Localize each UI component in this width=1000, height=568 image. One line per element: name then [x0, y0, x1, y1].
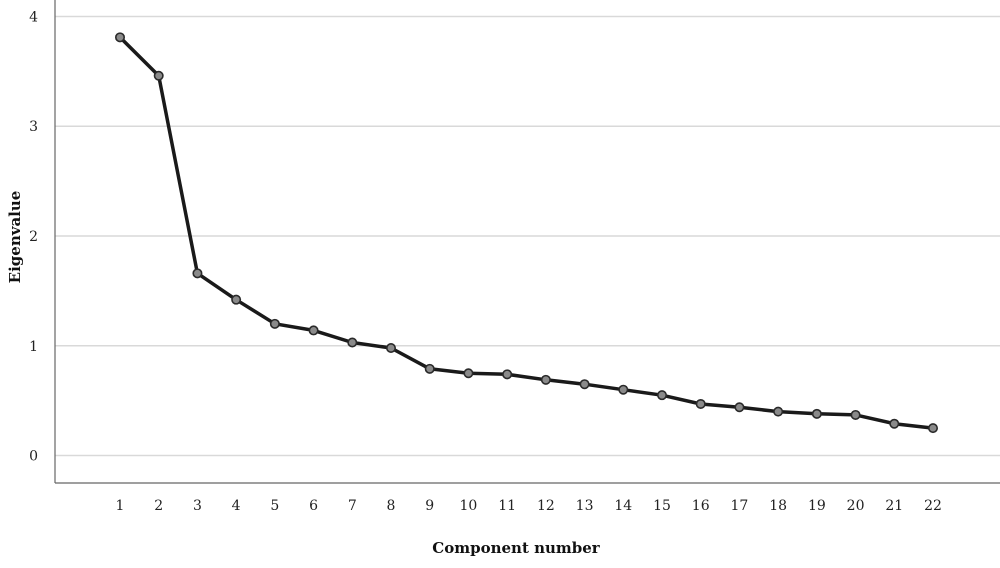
x-tick-label: 10 [460, 498, 478, 514]
x-tick-label: 12 [537, 498, 555, 514]
y-tick-label: 3 [29, 119, 38, 135]
x-tick-label: 15 [653, 498, 671, 514]
y-tick-labels: 0 1 2 3 4 [29, 9, 38, 464]
data-point [811, 408, 822, 419]
data-point [347, 337, 358, 348]
x-tick-label: 22 [924, 498, 942, 514]
data-point [540, 374, 551, 385]
data-point [115, 32, 126, 43]
data-point [502, 369, 513, 380]
x-tick-label: 4 [232, 498, 241, 514]
y-tick-label: 1 [29, 339, 38, 355]
data-point [927, 423, 938, 434]
data-point [734, 402, 745, 413]
x-tick-label: 7 [348, 498, 357, 514]
x-tick-label: 14 [614, 498, 632, 514]
grid-lines [55, 15, 1000, 457]
y-tick-label: 0 [29, 449, 38, 465]
x-tick-labels: 1 2 3 4 5 6 7 8 9 10 11 12 13 14 15 16 17 18 19 20 21 22 [116, 498, 942, 514]
x-tick-label: 19 [808, 498, 826, 514]
x-tick-label: 21 [885, 498, 903, 514]
data-point [695, 398, 706, 409]
data-point [231, 294, 242, 305]
markers-layer [115, 32, 938, 434]
data-point [153, 70, 164, 81]
x-tick-label: 20 [847, 498, 865, 514]
x-tick-label: 17 [731, 498, 749, 514]
data-point [424, 363, 435, 374]
data-point [269, 318, 280, 329]
data-point [618, 384, 629, 395]
series-line [118, 35, 935, 430]
data-point [773, 406, 784, 417]
x-tick-label: 2 [154, 498, 163, 514]
x-tick-label: 5 [270, 498, 279, 514]
x-tick-label: 3 [193, 498, 202, 514]
data-point [656, 390, 667, 401]
data-point [385, 342, 396, 353]
data-point [579, 379, 590, 390]
x-tick-label: 6 [309, 498, 318, 514]
x-tick-label: 13 [576, 498, 594, 514]
data-point [463, 368, 474, 379]
x-tick-label: 9 [425, 498, 434, 514]
x-tick-label: 1 [116, 498, 125, 514]
x-tick-label: 8 [387, 498, 396, 514]
x-tick-label: 16 [692, 498, 710, 514]
y-axis-title: Eigenvalue [6, 191, 24, 284]
series-layer [118, 35, 935, 430]
x-tick-label: 11 [498, 498, 516, 514]
x-tick-label: 18 [769, 498, 787, 514]
y-tick-label: 2 [29, 229, 38, 245]
axes [54, 0, 1000, 484]
data-point [889, 418, 900, 429]
data-point [850, 409, 861, 420]
data-point [192, 268, 203, 279]
x-axis-title: Component number [432, 539, 601, 557]
y-tick-label: 4 [29, 9, 38, 25]
data-point [308, 325, 319, 336]
